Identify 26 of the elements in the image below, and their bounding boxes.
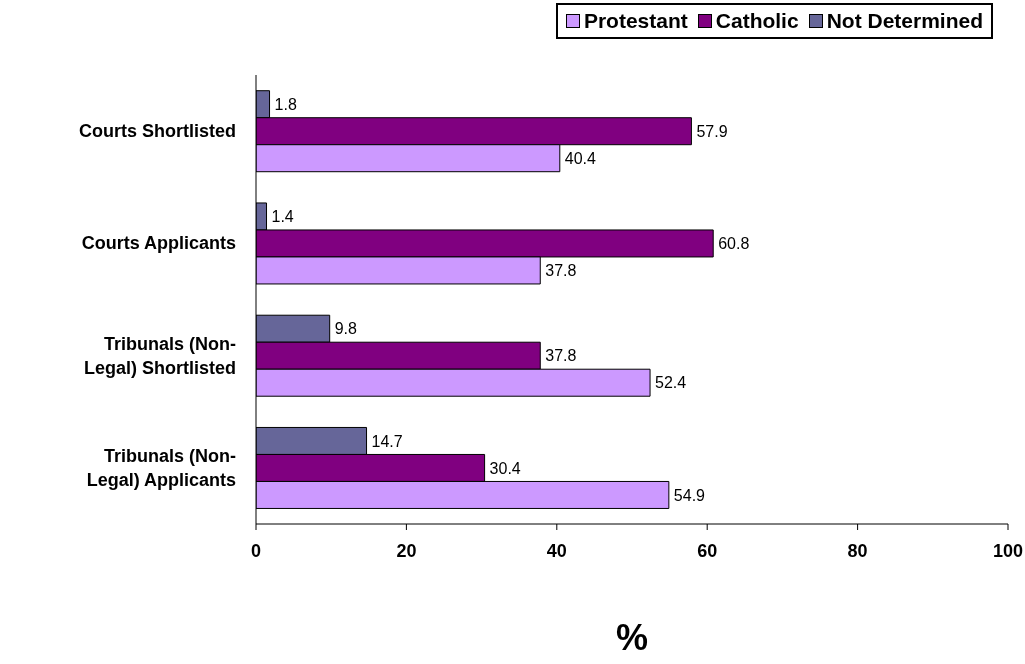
data-label: 9.8	[334, 320, 358, 338]
y-tick-label: Courts Applicants	[81, 233, 236, 254]
x-tick-label: 80	[847, 540, 868, 561]
y-tick-label: Tribunals (Non-Legal) Shortlisted	[83, 333, 236, 378]
legend-label: Protestant	[582, 9, 688, 33]
x-axis-title: %	[615, 617, 649, 658]
data-label: 14.7	[371, 432, 403, 450]
legend-label: Catholic	[714, 9, 799, 33]
x-tick-label: 100	[992, 540, 1024, 561]
y-tick-label: Tribunals (Non-Legal) Applicants	[86, 445, 236, 490]
legend-label: Not Determined	[825, 9, 983, 33]
data-label: 40.4	[564, 149, 597, 167]
data-label: 30.4	[489, 459, 521, 477]
x-tick-label: 40	[546, 540, 567, 561]
data-label: 37.8	[545, 347, 577, 365]
data-label: 1.4	[271, 208, 294, 226]
data-label: 1.8	[274, 95, 297, 113]
x-tick-label: 60	[697, 540, 718, 561]
data-label: 57.9	[696, 122, 728, 140]
x-tick-label: 20	[396, 540, 417, 561]
data-label: 54.9	[673, 486, 706, 504]
x-tick-label: 0	[250, 540, 262, 561]
data-label: 37.8	[545, 262, 577, 280]
data-label: 52.4	[655, 374, 687, 392]
y-tick-label: Courts Shortlisted	[78, 121, 236, 142]
data-label: 60.8	[718, 235, 750, 253]
